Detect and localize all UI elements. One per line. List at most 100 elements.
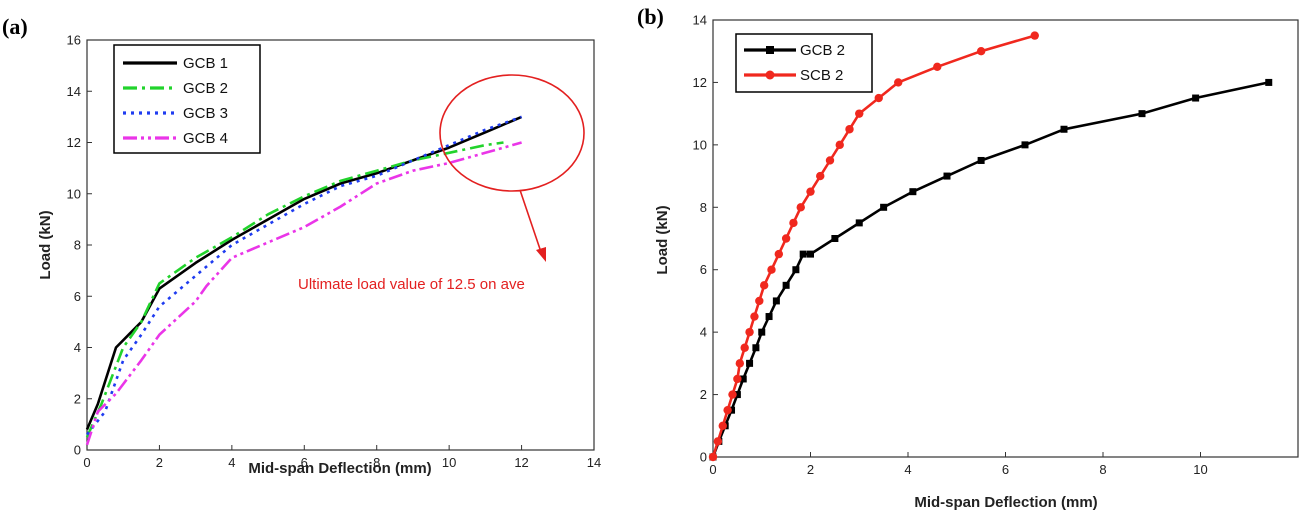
chart-b-y-tick-label: 14 bbox=[693, 13, 707, 28]
chart-b-point-scb2 bbox=[845, 125, 854, 134]
chart-a-y-tick-label: 10 bbox=[67, 186, 81, 201]
chart-b-point-scb2 bbox=[759, 281, 769, 290]
annotation-arrow-line bbox=[519, 189, 543, 256]
chart-b-point-gcb2 bbox=[1265, 78, 1273, 86]
chart-b-y-tick-label: 6 bbox=[700, 262, 707, 277]
chart-b-point-scb2 bbox=[855, 109, 864, 118]
chart-a-x-tick-label: 14 bbox=[587, 455, 601, 470]
chart-b-point-gcb2 bbox=[782, 281, 790, 289]
chart-b-point-scb2 bbox=[774, 249, 784, 259]
annotation-arrow-head bbox=[536, 247, 546, 262]
chart-a-y-tick-label: 14 bbox=[67, 84, 81, 99]
chart-b-point-gcb2 bbox=[909, 188, 917, 196]
chart-b-x-tick-label: 10 bbox=[1193, 462, 1207, 477]
chart-b-point-gcb2 bbox=[792, 266, 800, 274]
chart-b-point-scb2 bbox=[806, 187, 815, 196]
legend-b-marker-gcb2 bbox=[766, 46, 774, 54]
chart-a-y-tick-label: 12 bbox=[67, 135, 81, 150]
chart-b-point-scb2 bbox=[796, 203, 805, 212]
chart-b-point-scb2 bbox=[894, 78, 903, 87]
chart-a-x-tick-label: 10 bbox=[442, 455, 456, 470]
chart-b-point-gcb2 bbox=[1192, 94, 1200, 102]
chart-a-y-tick-label: 0 bbox=[74, 443, 81, 458]
chart-a: 0 2 4 6 8 10 12 14 0 2 4 6 8 10 12 14 16 GCB 1 GCB 2 GCB… bbox=[37, 33, 601, 478]
chart-b-point-gcb2 bbox=[977, 156, 985, 164]
legend-a-label-gcb2: GCB 2 bbox=[183, 80, 228, 97]
chart-b-y-tick-label: 0 bbox=[700, 450, 707, 465]
chart-b-point-gcb2 bbox=[1021, 141, 1029, 149]
chart-a-x-tick-label: 2 bbox=[156, 455, 163, 470]
chart-b-point-gcb2 bbox=[831, 235, 839, 242]
chart-a-x-tick-label: 12 bbox=[514, 455, 528, 470]
chart-a-series-line-gcb2 bbox=[85, 141, 504, 438]
chart-b-point-scb2 bbox=[781, 234, 791, 243]
chart-b-legend: GCB 2 SCB 2 bbox=[735, 33, 873, 93]
chart-b-point-gcb2 bbox=[739, 375, 747, 383]
legend-a-label-gcb4: GCB 4 bbox=[183, 130, 228, 147]
chart-b-point-scb2 bbox=[816, 171, 825, 181]
chart-b-point-scb2 bbox=[735, 359, 745, 368]
chart-b-point-gcb2 bbox=[855, 219, 863, 227]
chart-b-point-scb2 bbox=[718, 421, 727, 430]
chart-b-x-axis-title: Mid-span Deflection (mm) bbox=[914, 494, 1097, 511]
chart-a-y-tick-label: 16 bbox=[67, 33, 81, 48]
chart-b-point-gcb2 bbox=[758, 328, 766, 336]
chart-b-x-tick-label: 4 bbox=[904, 462, 911, 477]
chart-b-y-tick-label: 8 bbox=[700, 200, 707, 215]
chart-a-x-tick-label: 4 bbox=[228, 455, 235, 470]
chart-a-y-tick-label: 2 bbox=[74, 391, 81, 406]
chart-b-point-gcb2 bbox=[772, 297, 780, 305]
legend-a-label-gcb3: GCB 3 bbox=[183, 105, 228, 122]
chart-b-point-scb2 bbox=[976, 47, 986, 56]
chart-b-point-scb2 bbox=[767, 265, 776, 274]
annotation-circle bbox=[439, 74, 585, 192]
chart-b-y-tick-label: 2 bbox=[700, 387, 707, 402]
chart-b-point-gcb2 bbox=[746, 359, 754, 367]
legend-a-label-gcb1: GCB 1 bbox=[183, 55, 228, 72]
chart-b-point-gcb2 bbox=[880, 203, 888, 211]
chart-b-point-scb2 bbox=[750, 312, 759, 321]
chart-a-x-tick-label: 0 bbox=[83, 455, 90, 470]
chart-b-point-scb2 bbox=[755, 296, 764, 306]
chart-b-point-scb2 bbox=[723, 405, 732, 415]
chart-b-point-scb2 bbox=[745, 327, 754, 337]
chart-b-point-scb2 bbox=[874, 93, 883, 103]
chart-b-x-tick-label: 6 bbox=[1002, 462, 1009, 477]
chart-b-point-scb2 bbox=[733, 374, 742, 384]
chart-b-point-scb2 bbox=[1030, 31, 1039, 40]
legend-b-label-gcb2: GCB 2 bbox=[800, 42, 845, 59]
chart-b: 0 2 4 6 8 10 0 2 4 6 8 10 12 14 GCB 2 SCB 2 Mid-span … bbox=[654, 13, 1299, 511]
chart-a-series-line-gcb4 bbox=[85, 141, 522, 446]
panel-a-label: (a) bbox=[2, 14, 28, 39]
chart-b-point-gcb2 bbox=[1138, 110, 1146, 118]
chart-b-y-tick-label: 12 bbox=[693, 75, 707, 90]
chart-a-x-tick-label: 6 bbox=[301, 455, 308, 470]
chart-b-point-gcb2 bbox=[1060, 125, 1068, 133]
chart-b-point-gcb2 bbox=[943, 172, 951, 180]
chart-a-series-line-gcb1 bbox=[85, 115, 523, 431]
legend-b-box bbox=[735, 33, 873, 93]
chart-b-y-axis-title: Load (kN) bbox=[654, 205, 671, 274]
chart-a-y-tick-label: 8 bbox=[74, 238, 81, 253]
chart-b-point-scb2 bbox=[825, 156, 835, 165]
chart-b-point-scb2 bbox=[835, 140, 844, 150]
chart-b-point-gcb2 bbox=[733, 391, 741, 399]
chart-b-point-scb2 bbox=[713, 437, 723, 446]
chart-b-point-scb2 bbox=[933, 62, 942, 72]
chart-a-y-axis-title: Load (kN) bbox=[37, 210, 54, 279]
chart-b-point-gcb2 bbox=[807, 250, 814, 258]
chart-b-point-scb2 bbox=[740, 343, 749, 352]
chart-b-point-gcb2 bbox=[752, 344, 760, 352]
chart-a-x-tick-label: 8 bbox=[373, 455, 380, 470]
chart-b-point-scb2 bbox=[708, 452, 718, 462]
chart-b-point-gcb2 bbox=[799, 250, 807, 258]
chart-b-point-gcb2 bbox=[765, 313, 773, 321]
legend-b-marker-scb2 bbox=[765, 70, 775, 80]
panel-b-label: (b) bbox=[637, 4, 664, 29]
chart-b-x-tick-label: 0 bbox=[709, 462, 716, 477]
chart-b-x-tick-label: 8 bbox=[1099, 462, 1106, 477]
legend-b-label-scb2: SCB 2 bbox=[800, 67, 843, 84]
chart-b-y-tick-label: 10 bbox=[693, 137, 707, 152]
chart-b-y-tick-label: 4 bbox=[700, 325, 707, 340]
